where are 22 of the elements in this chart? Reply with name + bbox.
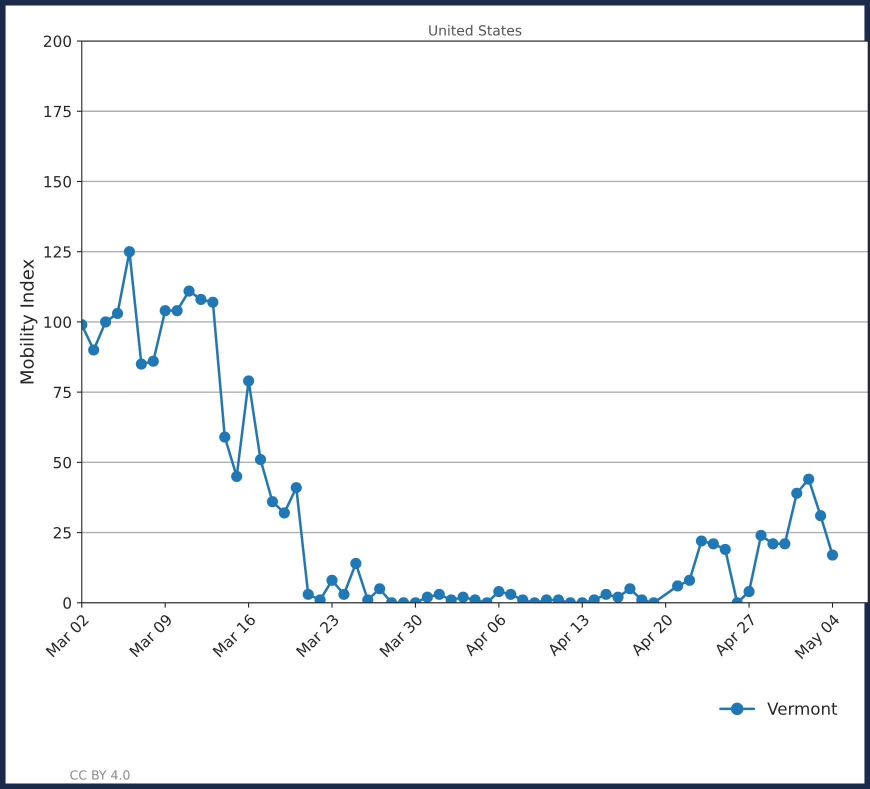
text: CC BY 4.0 bbox=[70, 770, 130, 780]
y-tick-label: 150 bbox=[44, 176, 72, 188]
chart-title: United States bbox=[429, 24, 522, 36]
legend-label: Vermont bbox=[767, 702, 838, 715]
y-tick-label: 75 bbox=[54, 386, 71, 398]
y-tick-label: 100 bbox=[44, 316, 72, 328]
y-tick-label: 25 bbox=[54, 527, 71, 539]
y-tick-label: 175 bbox=[44, 106, 71, 118]
x-tick-label: Mar 09 bbox=[128, 613, 173, 658]
x-tick-label: Mar 23 bbox=[296, 614, 340, 658]
y-tick-label: 200 bbox=[44, 35, 72, 48]
y-tick-label: 0 bbox=[63, 597, 72, 609]
x-tick-label: Apr 27 bbox=[714, 614, 759, 659]
x-tick-label: Mar 30 bbox=[379, 613, 424, 658]
x-tick-label: Apr 20 bbox=[630, 613, 676, 659]
x-tick-label: Mar 16 bbox=[212, 613, 256, 658]
x-tick-label: Apr 13 bbox=[546, 614, 592, 659]
x-tick-label: Apr 06 bbox=[463, 613, 509, 659]
x-tick-label: Mar 02 bbox=[45, 614, 90, 658]
y-tick-label: 50 bbox=[54, 456, 72, 468]
y-axis-title: Mobility Index bbox=[20, 259, 38, 384]
y-tick-label: 125 bbox=[44, 246, 71, 258]
